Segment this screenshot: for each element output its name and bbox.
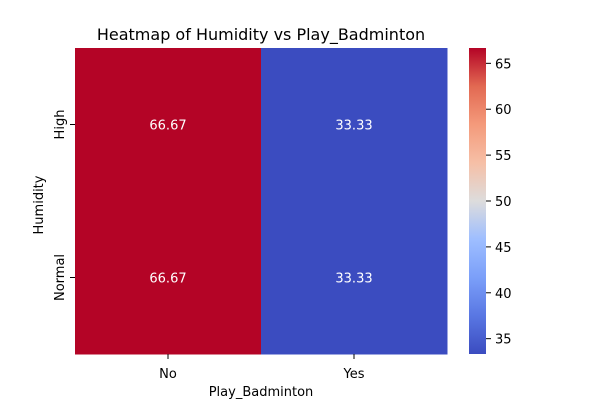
heatmap-cells: 66.67 33.33 66.67 33.33 <box>75 48 448 355</box>
colorbar-tick-label: 40 <box>495 287 512 302</box>
cell-value-label: 66.67 <box>149 119 186 134</box>
heatmap-cell <box>261 48 448 202</box>
colorbar-tick-label: 55 <box>495 149 512 164</box>
colorbar <box>469 48 486 354</box>
heatmap-cell <box>261 201 448 355</box>
x-tick-label: Yes <box>343 367 365 382</box>
x-tick-label: No <box>159 367 177 382</box>
x-axis-label: Play_Badminton <box>209 385 314 400</box>
y-axis: High Normal <box>53 110 75 301</box>
heatmap-cell <box>75 201 262 355</box>
y-axis-label: Humidity <box>32 175 47 234</box>
cell-value-label: 33.33 <box>335 272 372 287</box>
colorbar-ticks: 35 40 45 50 55 60 65 <box>486 57 512 348</box>
y-tick-label: Normal <box>53 254 68 301</box>
colorbar-tick-label: 50 <box>495 195 512 210</box>
colorbar-tick-label: 35 <box>495 333 512 348</box>
heatmap-cell <box>75 48 262 202</box>
colorbar-tick-label: 65 <box>495 57 512 72</box>
y-tick-label: High <box>53 110 68 140</box>
cell-value-label: 33.33 <box>335 119 372 134</box>
cell-value-label: 66.67 <box>149 272 186 287</box>
colorbar-tick-label: 45 <box>495 241 512 256</box>
x-axis: No Yes <box>159 354 365 382</box>
colorbar-tick-label: 60 <box>495 103 512 118</box>
chart-title: Heatmap of Humidity vs Play_Badminton <box>97 25 425 45</box>
